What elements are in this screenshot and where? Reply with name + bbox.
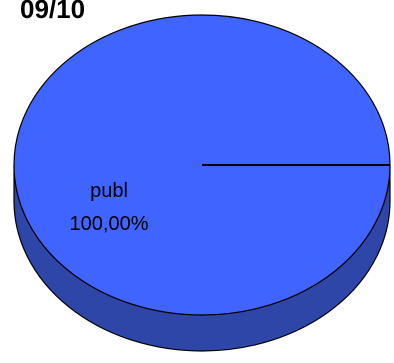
chart-title: 09/10: [20, 0, 86, 24]
slice-percent-publ: 100,00%: [70, 213, 149, 235]
slice-label-publ: publ: [90, 180, 128, 202]
